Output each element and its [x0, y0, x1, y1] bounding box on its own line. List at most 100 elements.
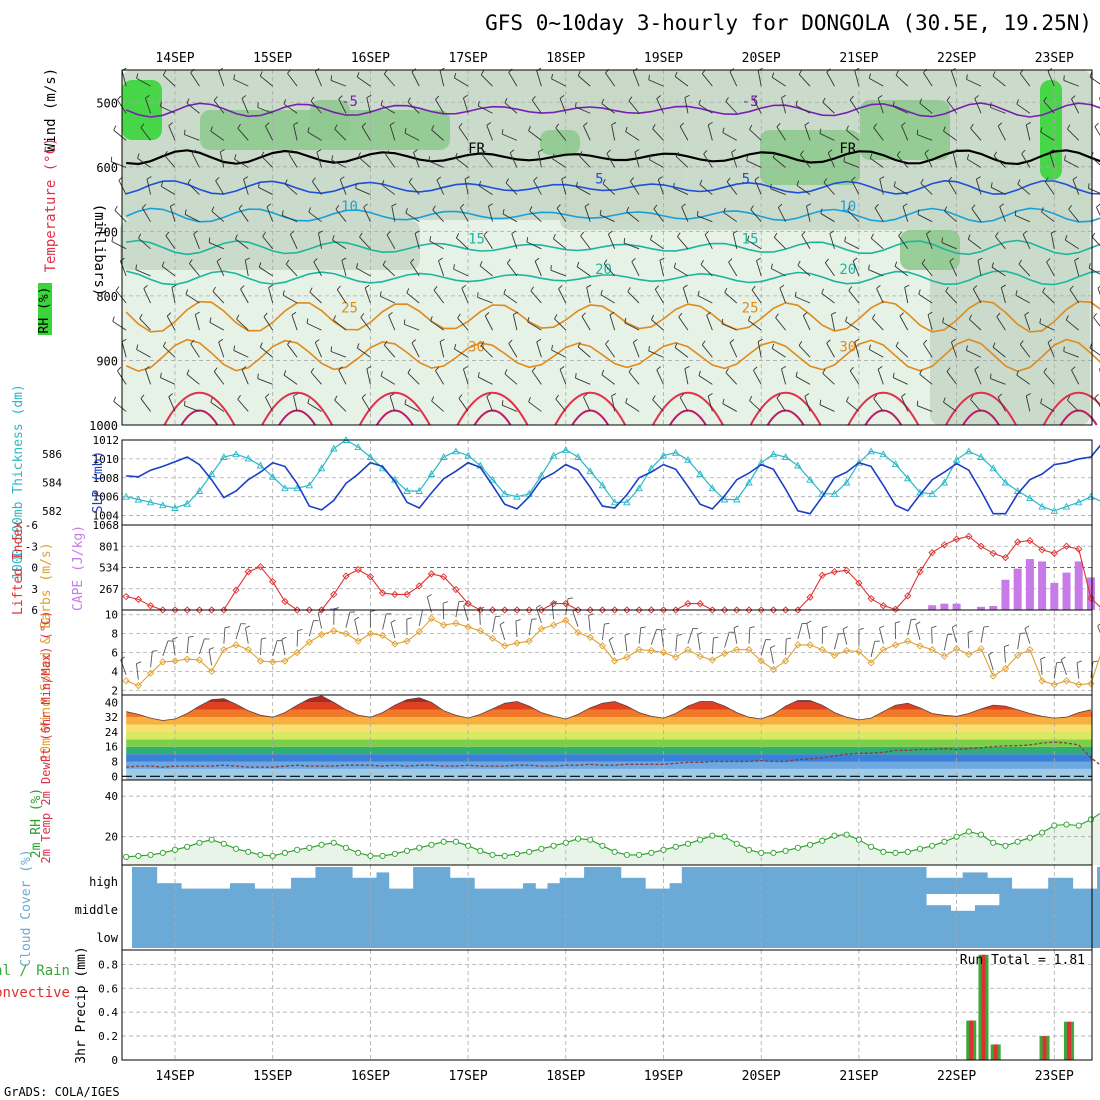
wind-barb [355, 187, 371, 195]
wind-barb [259, 346, 273, 358]
lifted-index-marker [720, 606, 729, 614]
wind-speed-marker [562, 616, 570, 625]
wind-barb [551, 78, 567, 87]
wind-barb [601, 374, 615, 385]
slp-line [126, 444, 1100, 515]
wind-barb [699, 184, 713, 195]
cloud-bar-high [364, 877, 378, 894]
cape-tick: 534 [99, 562, 119, 575]
wind-barb [237, 127, 249, 141]
thickness-marker [952, 455, 961, 463]
wind-barb [992, 342, 996, 348]
cloud-bar-low [730, 922, 744, 948]
cape-bar [989, 606, 998, 610]
lifted-index-marker [684, 599, 692, 608]
wind-barb [1049, 152, 1055, 168]
thickness-marker [537, 471, 546, 479]
wind-barb [603, 259, 608, 265]
wind-barb [216, 257, 222, 262]
wind-barb [383, 344, 396, 358]
surface-heat-arc [864, 409, 903, 426]
wind-barb [361, 126, 371, 141]
wind-barb [487, 206, 493, 222]
wind-barb [844, 241, 860, 250]
wind-speed-marker [159, 658, 167, 666]
wind-barb [238, 208, 249, 222]
wind-barb [802, 315, 811, 331]
wind-barb [945, 286, 949, 292]
wind-barb [952, 151, 958, 168]
wind-barb [113, 129, 127, 141]
thickness-marker [806, 475, 814, 483]
wind-barb [1071, 366, 1076, 371]
wind-speed-marker [256, 657, 265, 665]
wind-barb [1071, 369, 1080, 385]
surface-heat-arc [1042, 391, 1100, 426]
wind-barb [461, 284, 467, 289]
wind-barb [477, 100, 480, 107]
temp-band [126, 724, 1092, 732]
wind-barb [899, 312, 904, 317]
rh2m-marker [416, 844, 423, 851]
cloud-bar-low [926, 922, 939, 948]
lifted-index-marker [366, 573, 375, 581]
rh2m-marker [1087, 816, 1094, 823]
wind-barb [1094, 397, 1100, 408]
wind-barb [601, 623, 605, 640]
wind-barb [380, 295, 396, 304]
chart-title: GFS 0~10day 3-hourly for DONGOLA (30.5E,… [485, 11, 1092, 35]
wind-speed-marker [916, 642, 924, 650]
wind-barb [464, 176, 470, 180]
wind-barb [190, 72, 200, 87]
cloud-bar-low [1023, 922, 1037, 948]
wind-barb [435, 370, 445, 385]
wind-barb [707, 124, 713, 141]
wind-barb [261, 637, 267, 640]
wind-barb [211, 206, 215, 212]
wind-barb [967, 158, 982, 168]
cloud-bar-middle [669, 894, 683, 922]
lifted-index-marker [1062, 542, 1071, 550]
wind-barb [852, 257, 858, 262]
cloud-bar-high [779, 867, 793, 894]
wind-barb [190, 339, 195, 345]
wind-barb [480, 341, 485, 347]
wind-barb [822, 102, 835, 114]
wind-barb [480, 345, 493, 358]
wind-barb [798, 345, 811, 358]
wind-barb [754, 179, 762, 195]
wind-barb [237, 123, 241, 129]
rh2m-marker [892, 849, 899, 856]
wind-barb [187, 182, 200, 195]
lifted-index-marker [342, 572, 350, 580]
cloud-bar-middle [400, 894, 414, 922]
cloud-bar-low [913, 922, 927, 948]
wind-barb [263, 316, 274, 331]
wind-barb [771, 77, 786, 87]
wind-barb [236, 318, 249, 331]
precip-conv-bar [969, 1020, 974, 1060]
wind-speed-marker [305, 638, 313, 646]
wind-barb [628, 96, 633, 102]
isotherm-30 [125, 338, 1100, 373]
cloud-bar-middle [132, 894, 145, 922]
wind-barb [363, 203, 368, 208]
wind-barb [111, 241, 127, 250]
wind-barb [478, 105, 493, 114]
thickness-marker [696, 470, 704, 477]
wind-barb [1071, 95, 1076, 100]
cloud-bar-high [1060, 877, 1074, 894]
wind-barb [919, 369, 923, 375]
wind-barb [483, 231, 488, 236]
rh2m-marker [330, 839, 337, 846]
wind-barb [977, 260, 982, 276]
cloud-bar-middle [535, 894, 548, 922]
wind-speed-marker [611, 657, 619, 665]
wind-barb [1076, 660, 1082, 664]
wind-barb [189, 263, 200, 277]
wind-speed-marker [354, 637, 362, 645]
slp-axis-label: SLP (mb) [91, 451, 106, 514]
wind-barb [895, 621, 901, 624]
wind-barb [160, 106, 176, 114]
wind-barb [213, 371, 225, 385]
